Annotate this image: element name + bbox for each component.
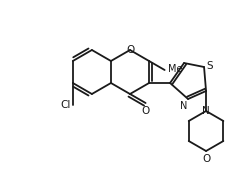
Text: O: O <box>202 154 210 164</box>
Text: O: O <box>126 45 134 55</box>
Text: Cl: Cl <box>61 100 71 110</box>
Text: S: S <box>206 61 213 71</box>
Text: N: N <box>202 106 210 116</box>
Text: Me: Me <box>168 64 182 74</box>
Text: O: O <box>142 106 150 116</box>
Text: N: N <box>180 101 187 111</box>
